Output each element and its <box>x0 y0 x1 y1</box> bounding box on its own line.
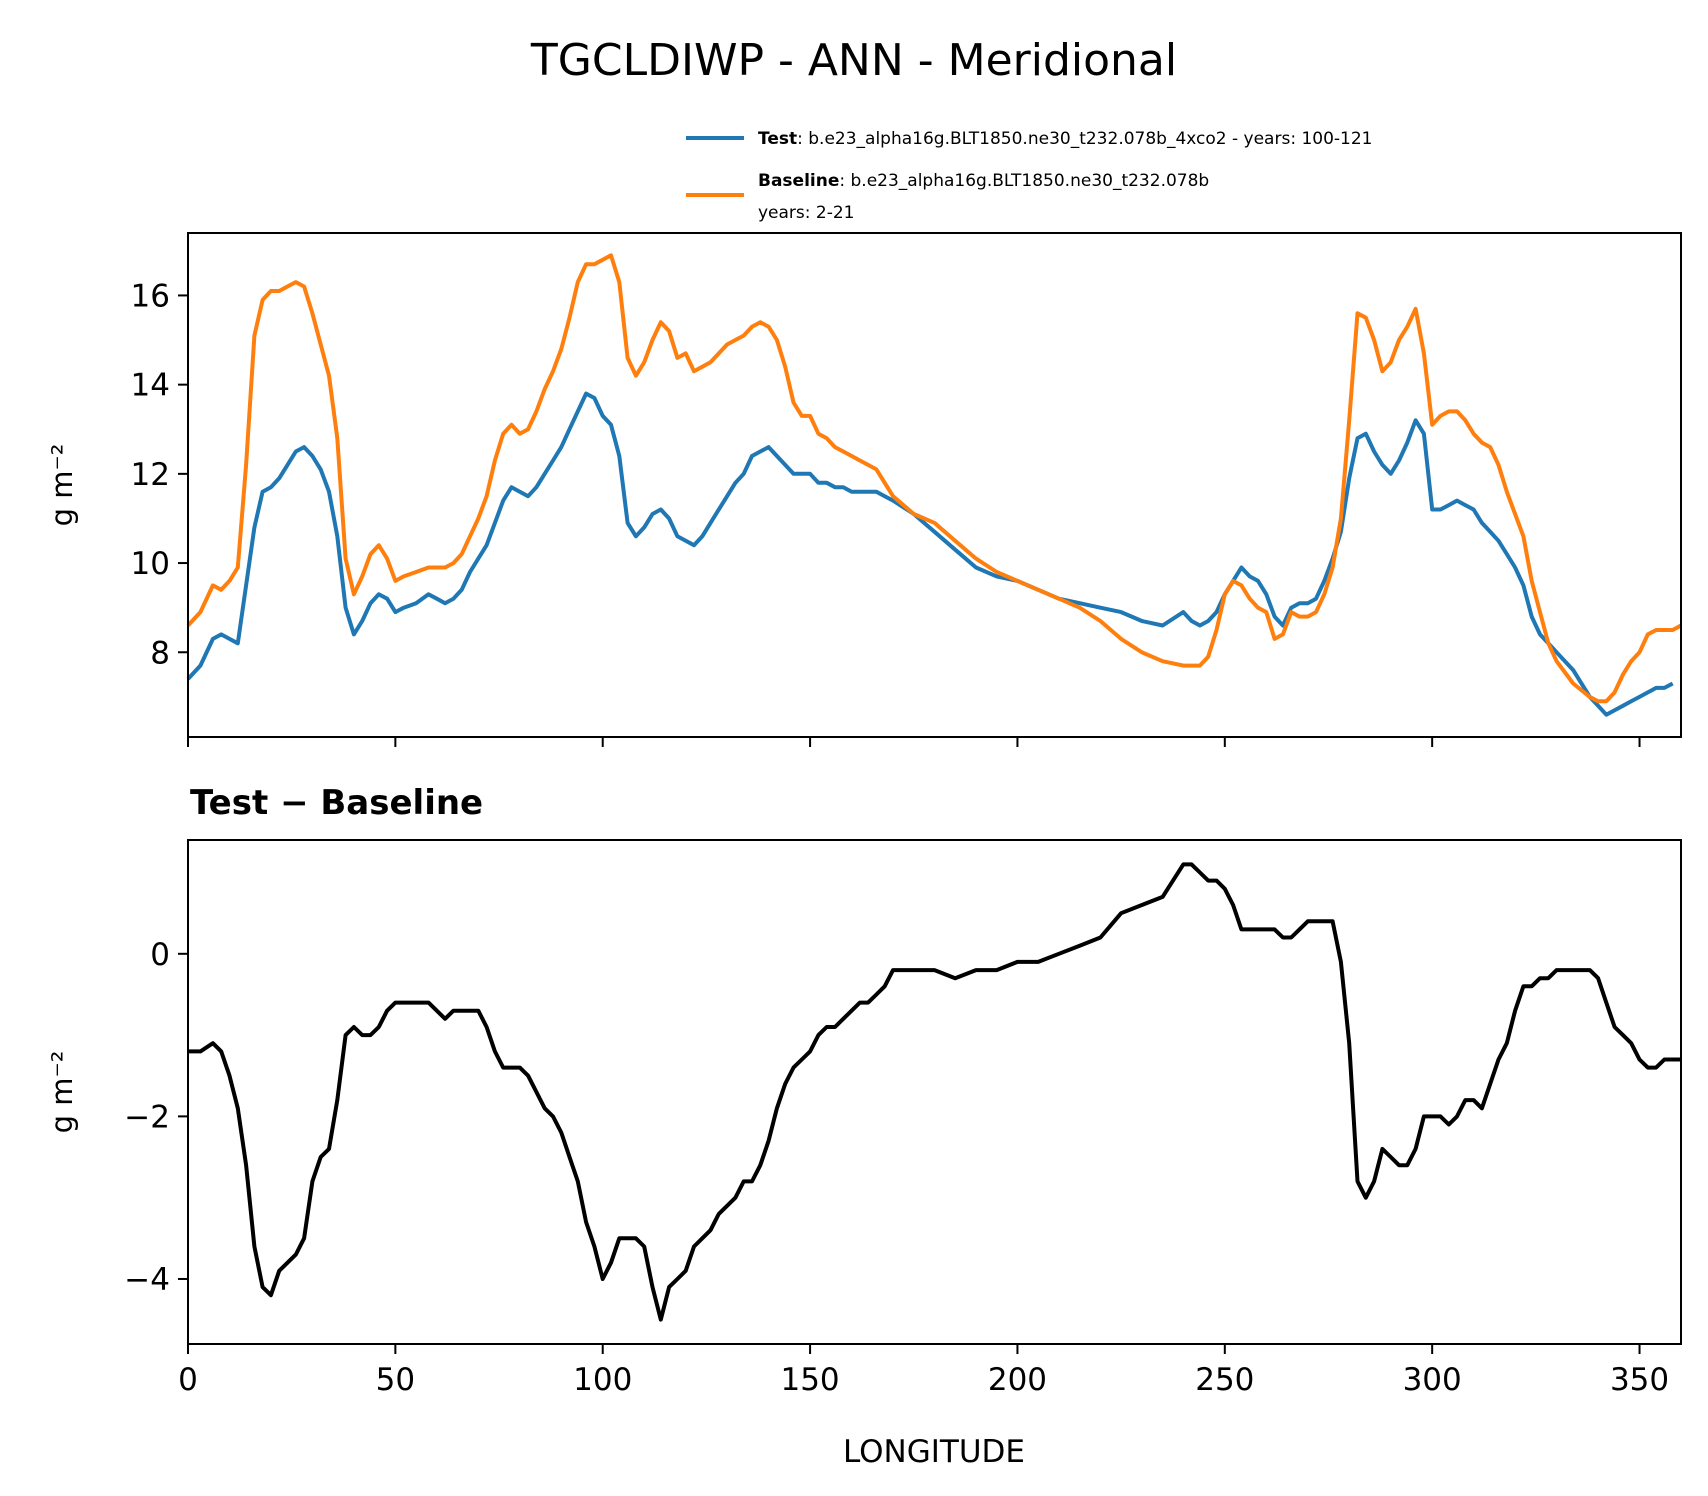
legend-test-text: : b.e23_alpha16g.BLT1850.ne30_t232.078b_… <box>797 129 1372 149</box>
panel-top-ylabel: g m⁻² <box>45 444 79 527</box>
y-tick-label: 10 <box>131 546 170 582</box>
y-tick-label: 8 <box>150 635 170 671</box>
y-tick-label: 0 <box>150 937 170 973</box>
y-tick-label: 16 <box>131 278 170 314</box>
series-line-test <box>186 391 1674 717</box>
panel-bottom-ylabel: g m⁻² <box>45 1051 79 1134</box>
y-tick-label: 14 <box>131 368 170 404</box>
x-tick-label: 300 <box>1403 1362 1462 1398</box>
legend-baseline-text: : b.e23_alpha16g.BLT1850.ne30_t232.078b <box>839 171 1209 191</box>
x-tick-label: 0 <box>178 1362 198 1398</box>
x-tick-label: 250 <box>1195 1362 1254 1398</box>
panel-bottom-title: Test − Baseline <box>190 783 483 823</box>
legend-baseline-years: years: 2-21 <box>758 203 855 223</box>
panel-bottom-plot-area <box>188 862 1681 1322</box>
x-tick-label: 100 <box>573 1362 632 1398</box>
legend-baseline-entry: Baseline: b.e23_alpha16g.BLT1850.ne30_t2… <box>758 171 1209 191</box>
y-tick-label: −4 <box>124 1262 170 1298</box>
series-line-test-baseline <box>188 862 1681 1322</box>
x-tick-label: 200 <box>988 1362 1047 1398</box>
x-tick-label: 50 <box>376 1362 415 1398</box>
x-tick-label: 350 <box>1610 1362 1669 1398</box>
legend-test-entry: Test: b.e23_alpha16g.BLT1850.ne30_t232.0… <box>758 129 1373 149</box>
legend-baseline-label: Baseline <box>758 171 839 191</box>
x-tick-label: 150 <box>780 1362 839 1398</box>
y-tick-label: 12 <box>131 457 170 493</box>
panel-bottom: Test − Baseline 0 50 100 150 200 250 300 350 −4 −… <box>45 783 1682 1470</box>
panel-bottom-ticks: 0 50 100 150 200 250 300 350 −4 −2 0 <box>124 937 1669 1398</box>
panel-top: 8 10 12 14 16 g m⁻² <box>45 232 1682 747</box>
series-line-baseline <box>186 253 1682 704</box>
panel-bottom-frame <box>187 839 1682 1345</box>
legend-test-label: Test <box>758 129 797 149</box>
figure-title: TGCLDIWP - ANN - Meridional <box>530 35 1177 86</box>
panel-top-frame <box>187 232 1682 738</box>
panel-bottom-xlabel: LONGITUDE <box>843 1434 1025 1470</box>
panel-top-ticks: 8 10 12 14 16 <box>131 278 1641 747</box>
legend: Test: b.e23_alpha16g.BLT1850.ne30_t232.0… <box>686 129 1373 223</box>
panel-top-plot-area <box>186 253 1682 717</box>
y-tick-label: −2 <box>124 1099 170 1135</box>
